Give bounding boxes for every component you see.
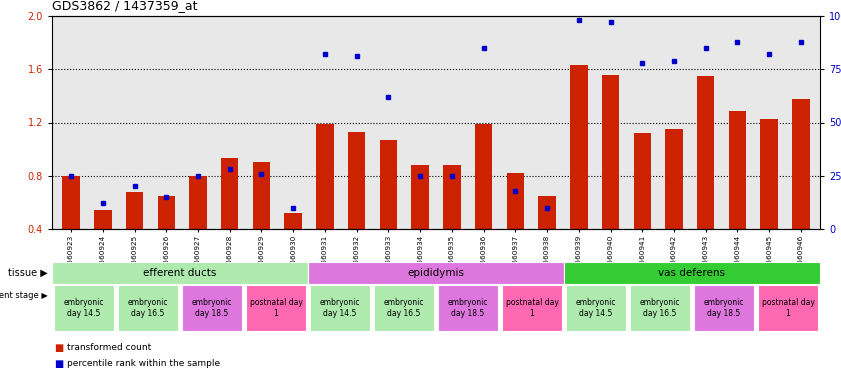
Bar (475, 124, 492, 229)
Bar (564, 262, 820, 284)
Text: embryonic
day 16.5: embryonic day 16.5 (640, 298, 680, 318)
Bar (566, 285, 627, 331)
Bar (729, 111, 746, 229)
Bar (538, 196, 556, 229)
Bar (760, 119, 778, 229)
Bar (665, 129, 683, 229)
Text: development stage ▶: development stage ▶ (0, 291, 48, 301)
Bar (697, 76, 715, 229)
Bar (94, 210, 112, 229)
Text: ■: ■ (54, 343, 63, 353)
Bar (182, 285, 242, 331)
Text: GDS3862 / 1437359_at: GDS3862 / 1437359_at (52, 0, 198, 12)
Bar (602, 74, 619, 229)
Bar (758, 285, 818, 331)
Bar (52, 262, 308, 284)
Bar (630, 285, 690, 331)
Bar (792, 99, 810, 229)
Bar (506, 173, 524, 229)
Text: epididymis: epididymis (408, 268, 464, 278)
Text: embryonic
day 14.5: embryonic day 14.5 (576, 298, 616, 318)
Text: tissue ▶: tissue ▶ (8, 268, 48, 278)
Bar (309, 285, 370, 331)
Bar (62, 176, 80, 229)
Bar (221, 159, 239, 229)
Text: embryonic
day 16.5: embryonic day 16.5 (383, 298, 424, 318)
Bar (411, 165, 429, 229)
Bar (308, 262, 564, 284)
Bar (570, 65, 588, 229)
Bar (126, 192, 143, 229)
Bar (284, 213, 302, 229)
Bar (501, 285, 563, 331)
Text: transformed count: transformed count (67, 344, 151, 353)
Text: vas deferens: vas deferens (659, 268, 726, 278)
Text: percentile rank within the sample: percentile rank within the sample (67, 359, 220, 369)
Bar (118, 285, 178, 331)
Bar (633, 133, 651, 229)
Bar (694, 285, 754, 331)
Text: postnatal day
1: postnatal day 1 (762, 298, 814, 318)
Bar (189, 176, 207, 229)
Bar (157, 196, 175, 229)
Text: embryonic
day 14.5: embryonic day 14.5 (64, 298, 104, 318)
Bar (373, 285, 435, 331)
Bar (54, 285, 114, 331)
Bar (246, 285, 306, 331)
Text: embryonic
day 18.5: embryonic day 18.5 (192, 298, 232, 318)
Text: efferent ducts: efferent ducts (143, 268, 217, 278)
Text: postnatal day
1: postnatal day 1 (505, 298, 558, 318)
Text: postnatal day
1: postnatal day 1 (250, 298, 303, 318)
Bar (379, 140, 397, 229)
Text: embryonic
day 16.5: embryonic day 16.5 (128, 298, 168, 318)
Text: embryonic
day 18.5: embryonic day 18.5 (704, 298, 744, 318)
Bar (437, 285, 499, 331)
Text: ■: ■ (54, 359, 63, 369)
Bar (316, 124, 334, 229)
Text: embryonic
day 14.5: embryonic day 14.5 (320, 298, 360, 318)
Bar (443, 165, 461, 229)
Bar (253, 162, 270, 229)
Bar (348, 132, 365, 229)
Text: embryonic
day 18.5: embryonic day 18.5 (447, 298, 489, 318)
